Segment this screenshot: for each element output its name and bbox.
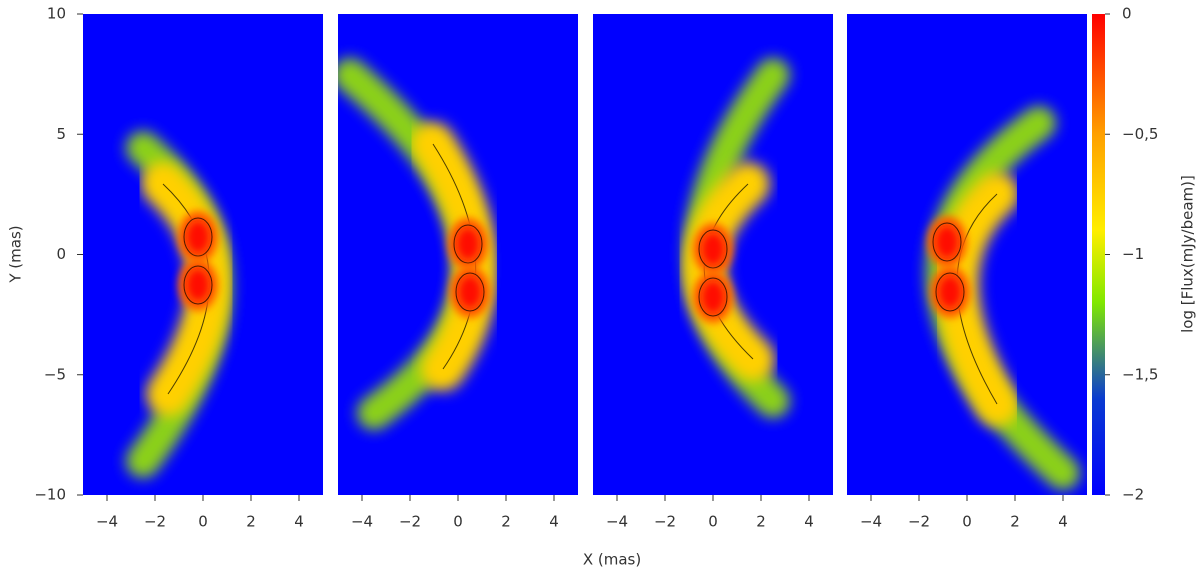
emission-peak	[702, 233, 724, 265]
contour	[455, 272, 485, 312]
x-tick-label: −4	[96, 513, 118, 531]
x-tick-label: −4	[606, 513, 628, 531]
contour	[698, 277, 728, 317]
y-axis-label: Y (mas)	[7, 225, 25, 283]
x-tick-label: 4	[294, 513, 304, 531]
contour	[183, 217, 213, 257]
contour	[698, 229, 728, 269]
emission	[126, 131, 232, 478]
x-tick-label: −4	[860, 513, 882, 531]
contour	[932, 222, 962, 262]
emission-peak	[457, 228, 479, 260]
colorbar-tick-label: −2	[1122, 486, 1144, 504]
emission-peak	[187, 269, 209, 301]
panel	[847, 14, 1087, 495]
x-tick-label: 4	[549, 513, 559, 531]
colorbar	[1092, 14, 1105, 495]
x-tick-label: 2	[246, 513, 256, 531]
emission	[338, 58, 498, 430]
contour	[453, 224, 483, 264]
x-tick-label: −4	[351, 513, 373, 531]
panel	[338, 14, 578, 495]
x-tick-label: 4	[1058, 513, 1068, 531]
x-tick-label: 0	[962, 513, 972, 531]
emission-peak	[702, 281, 724, 313]
panel	[83, 14, 323, 495]
colorbar-tick-label: 0	[1122, 5, 1132, 23]
y-tick-label: −10	[34, 486, 66, 504]
emission-peak	[936, 226, 958, 258]
y-tick-label: 5	[56, 125, 66, 143]
y-tick-label: 10	[47, 5, 66, 23]
colorbar-tick-label: −1	[1122, 245, 1144, 263]
x-tick-label: 0	[708, 513, 718, 531]
panel	[593, 14, 833, 495]
emission-peak	[459, 276, 481, 308]
x-axis-label: X (mas)	[583, 551, 641, 569]
emission-peak	[939, 276, 961, 308]
x-tick-label: −2	[399, 513, 421, 531]
contour	[935, 272, 965, 312]
y-tick-label: −5	[44, 365, 66, 383]
x-tick-label: 2	[501, 513, 511, 531]
colorbar-tick-label: −0,5	[1122, 125, 1158, 143]
emission	[925, 106, 1080, 490]
x-tick-label: 2	[1010, 513, 1020, 531]
x-tick-label: 4	[804, 513, 814, 531]
x-tick-label: −2	[654, 513, 676, 531]
colorbar-tick-label: −1,5	[1122, 365, 1158, 383]
emission-peak	[187, 221, 209, 253]
x-tick-label: 0	[453, 513, 463, 531]
emission	[682, 58, 790, 418]
colorbar-label: log [Flux(mJy/beam)]	[1179, 175, 1197, 333]
x-tick-label: 0	[198, 513, 208, 531]
y-tick-label: 0	[56, 245, 66, 263]
contour	[183, 265, 213, 305]
x-tick-label: −2	[908, 513, 930, 531]
x-tick-label: 2	[756, 513, 766, 531]
x-tick-label: −2	[144, 513, 166, 531]
